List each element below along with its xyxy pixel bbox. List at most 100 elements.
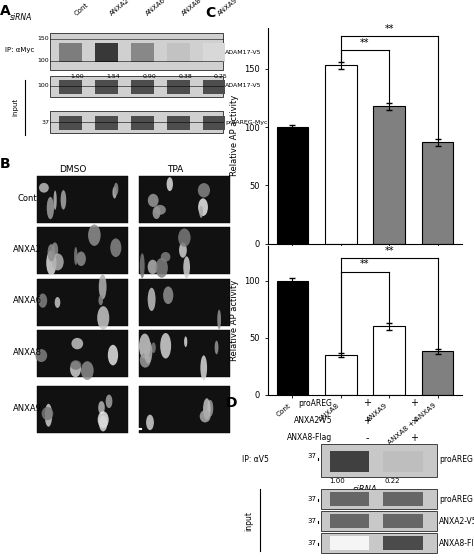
Ellipse shape bbox=[99, 274, 107, 300]
Text: 1.00: 1.00 bbox=[71, 73, 84, 78]
Text: IP: αMyc: IP: αMyc bbox=[5, 46, 34, 53]
Text: ADAM17-V5: ADAM17-V5 bbox=[226, 83, 262, 88]
Ellipse shape bbox=[153, 207, 160, 219]
Text: ANXA2-V5: ANXA2-V5 bbox=[439, 517, 474, 526]
Ellipse shape bbox=[99, 416, 107, 431]
Ellipse shape bbox=[88, 225, 100, 246]
Text: ANXA2: ANXA2 bbox=[13, 245, 42, 254]
Text: C: C bbox=[206, 6, 216, 20]
Ellipse shape bbox=[201, 356, 207, 380]
Ellipse shape bbox=[38, 293, 47, 308]
Ellipse shape bbox=[70, 361, 81, 377]
Text: ANXA2-V5: ANXA2-V5 bbox=[294, 416, 332, 425]
Bar bbox=[383, 536, 423, 550]
Ellipse shape bbox=[178, 228, 191, 247]
Bar bbox=[330, 536, 369, 550]
Ellipse shape bbox=[140, 253, 145, 278]
Ellipse shape bbox=[148, 260, 158, 274]
Bar bbox=[374, 106, 405, 244]
Ellipse shape bbox=[160, 333, 171, 358]
Ellipse shape bbox=[99, 295, 103, 305]
Text: D: D bbox=[226, 395, 237, 410]
Ellipse shape bbox=[203, 398, 210, 420]
Text: input: input bbox=[12, 98, 18, 116]
Text: DMSO: DMSO bbox=[59, 165, 87, 174]
Text: Cont: Cont bbox=[73, 2, 89, 17]
Ellipse shape bbox=[106, 395, 112, 408]
Ellipse shape bbox=[97, 306, 109, 329]
Bar bbox=[422, 352, 453, 395]
Ellipse shape bbox=[207, 400, 213, 417]
Ellipse shape bbox=[39, 183, 49, 193]
Text: **: ** bbox=[360, 38, 370, 48]
Text: ANXA8: ANXA8 bbox=[181, 0, 203, 17]
Ellipse shape bbox=[215, 340, 219, 354]
Ellipse shape bbox=[46, 250, 56, 276]
Text: 37: 37 bbox=[41, 120, 49, 125]
Ellipse shape bbox=[144, 340, 152, 363]
Ellipse shape bbox=[61, 190, 66, 209]
Text: ANXA2: ANXA2 bbox=[109, 0, 131, 17]
Text: ANXA9: ANXA9 bbox=[13, 404, 42, 413]
Ellipse shape bbox=[74, 247, 77, 265]
Ellipse shape bbox=[140, 353, 151, 368]
Ellipse shape bbox=[179, 242, 187, 258]
Bar bbox=[383, 514, 423, 528]
Ellipse shape bbox=[108, 345, 118, 365]
Text: 37: 37 bbox=[307, 453, 316, 459]
Ellipse shape bbox=[98, 401, 105, 414]
Y-axis label: Relative AP activity: Relative AP activity bbox=[230, 280, 239, 361]
Text: IP: αV5: IP: αV5 bbox=[242, 455, 269, 464]
Ellipse shape bbox=[45, 404, 52, 427]
Text: **: ** bbox=[384, 245, 394, 255]
Bar bbox=[277, 281, 308, 395]
Bar bbox=[422, 142, 453, 244]
Bar bbox=[330, 514, 369, 528]
Text: proAREG-Myc: proAREG-Myc bbox=[226, 120, 268, 125]
Ellipse shape bbox=[71, 360, 81, 370]
Ellipse shape bbox=[98, 411, 109, 428]
Ellipse shape bbox=[161, 252, 170, 262]
Text: 1.00: 1.00 bbox=[329, 478, 345, 484]
Ellipse shape bbox=[42, 407, 53, 420]
Text: 37: 37 bbox=[307, 518, 316, 524]
Text: ANXA8: ANXA8 bbox=[13, 348, 42, 357]
Text: 0.22: 0.22 bbox=[385, 478, 401, 484]
Text: +: + bbox=[363, 416, 371, 426]
Text: 1.54: 1.54 bbox=[107, 73, 120, 78]
Ellipse shape bbox=[151, 342, 156, 353]
Ellipse shape bbox=[217, 310, 221, 329]
Text: siRNA: siRNA bbox=[9, 12, 32, 22]
Text: 0.90: 0.90 bbox=[142, 73, 156, 78]
Ellipse shape bbox=[72, 338, 83, 349]
Text: proAREG: proAREG bbox=[439, 494, 473, 503]
Text: ANXA8-Flag: ANXA8-Flag bbox=[439, 539, 474, 548]
Ellipse shape bbox=[200, 410, 210, 422]
Text: +: + bbox=[410, 398, 418, 408]
Ellipse shape bbox=[112, 186, 117, 198]
Text: 37: 37 bbox=[307, 540, 316, 546]
Bar bbox=[277, 127, 308, 244]
Text: A: A bbox=[0, 4, 11, 18]
Text: 100: 100 bbox=[37, 83, 49, 88]
Text: 100: 100 bbox=[37, 58, 49, 63]
Text: +: + bbox=[363, 398, 371, 408]
Ellipse shape bbox=[198, 183, 210, 198]
Text: +: + bbox=[410, 433, 418, 443]
Ellipse shape bbox=[54, 190, 57, 210]
Ellipse shape bbox=[76, 251, 86, 266]
Text: ADAM17-V5: ADAM17-V5 bbox=[226, 50, 262, 55]
Text: ANXA9: ANXA9 bbox=[216, 0, 238, 17]
Bar bbox=[374, 326, 405, 395]
X-axis label: siRNA: siRNA bbox=[353, 485, 377, 494]
Bar bbox=[325, 355, 356, 395]
Text: ANXA6: ANXA6 bbox=[145, 0, 167, 17]
Text: ANXA8-Flag: ANXA8-Flag bbox=[287, 433, 332, 442]
Text: B: B bbox=[0, 157, 11, 171]
Ellipse shape bbox=[183, 256, 190, 278]
Ellipse shape bbox=[139, 334, 151, 359]
Text: 0.25: 0.25 bbox=[214, 73, 228, 78]
Ellipse shape bbox=[148, 194, 159, 207]
Text: 37: 37 bbox=[307, 496, 316, 502]
Ellipse shape bbox=[199, 206, 203, 218]
